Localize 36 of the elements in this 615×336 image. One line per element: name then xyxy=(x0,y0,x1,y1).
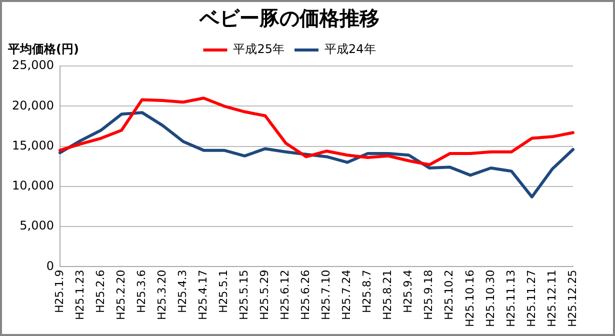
x-tick-label: H25.8.21 xyxy=(381,270,394,320)
x-tick-label: H25.9.4 xyxy=(402,270,415,314)
x-tick-label: H25.5.29 xyxy=(258,270,272,320)
y-axis-title: 平均価格(円) xyxy=(7,42,79,56)
x-tick-label: H25.1.23 xyxy=(73,270,86,320)
chart-title: ベビー豚の価格推移 xyxy=(198,6,380,30)
x-tick-label: H25.2.20 xyxy=(114,270,128,320)
x-tick-label: H25.3.20 xyxy=(155,270,168,320)
x-tick-label: H25.10.2 xyxy=(442,270,456,320)
x-tick-label: H25.9.18 xyxy=(422,270,436,320)
x-tick-label: H25.1.9 xyxy=(52,270,66,314)
y-tick-label: 5,000 xyxy=(20,218,54,233)
y-tick-label: 10,000 xyxy=(12,178,54,193)
x-tick-label: H25.10.16 xyxy=(463,270,476,328)
x-tick-label: H25.10.30 xyxy=(484,270,497,328)
y-tick-label: 20,000 xyxy=(12,98,54,112)
x-tick-label: H25.6.26 xyxy=(299,270,312,320)
x-tick-label: H25.2.6 xyxy=(94,270,107,314)
x-tick-label: H25.3.6 xyxy=(134,270,148,314)
legend-label: 平成24年 xyxy=(324,42,376,56)
x-tick-label: H25.6.12 xyxy=(278,270,292,320)
y-tick-label: 15,000 xyxy=(12,138,54,152)
x-tick-label: H25.4.3 xyxy=(176,270,189,314)
legend-label: 平成25年 xyxy=(233,42,285,56)
x-tick-label: H25.7.10 xyxy=(320,270,333,320)
x-tick-label: H25.4.17 xyxy=(196,270,210,320)
x-tick-label: H25.12.11 xyxy=(545,270,558,328)
y-tick-label: 25,000 xyxy=(12,58,54,72)
x-tick-label: H25.12.25 xyxy=(566,270,579,328)
x-tick-label: H25.11.13 xyxy=(504,270,518,328)
x-tick-label: H25.7.24 xyxy=(340,270,354,320)
x-tick-label: H25.5.1 xyxy=(217,270,230,314)
x-tick-label: H25.8.7 xyxy=(360,270,374,314)
x-tick-label: H25.11.27 xyxy=(524,270,538,328)
x-tick-label: H25.5.15 xyxy=(238,270,251,320)
y-tick-label: 0 xyxy=(46,258,54,273)
